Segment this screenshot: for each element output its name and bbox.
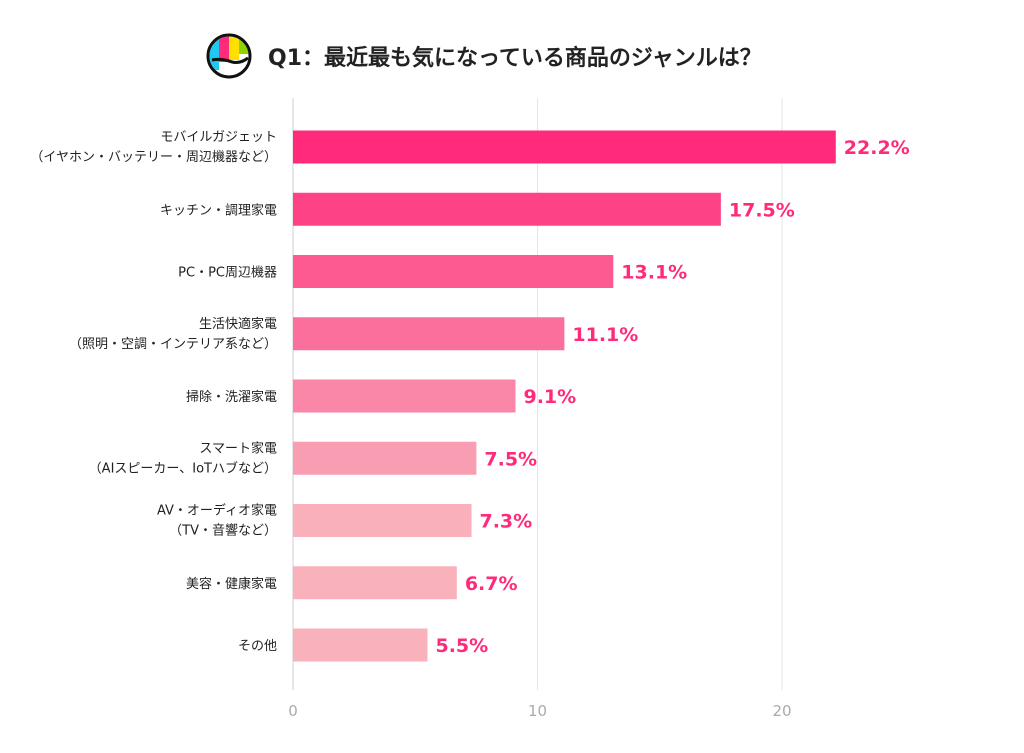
category-label: PC・PC周辺機器 — [178, 266, 277, 281]
category-label: その他 — [238, 639, 277, 654]
bar — [293, 441, 477, 475]
data-label: 7.5% — [484, 448, 537, 470]
logo-stripe — [209, 36, 219, 70]
bar — [293, 628, 428, 662]
x-tick-label: 20 — [772, 702, 791, 720]
bar — [293, 379, 516, 413]
category-label: （TV・音響など） — [169, 523, 277, 539]
data-label: 13.1% — [621, 262, 687, 284]
data-label: 5.5% — [435, 635, 488, 657]
bar — [293, 130, 836, 164]
bar — [293, 317, 565, 351]
bar — [293, 504, 472, 537]
category-label: モバイルガジェット — [160, 130, 277, 145]
category-label: （照明・空調・インテリア系など） — [69, 337, 277, 352]
category-label: （イヤホン・バッテリー・周辺機器など） — [30, 150, 277, 165]
bar — [293, 566, 457, 600]
category-label: 生活快適家電 — [199, 316, 277, 332]
category-label: スマート家電 — [199, 440, 277, 456]
bar — [293, 192, 721, 226]
x-tick-label: 10 — [528, 702, 547, 720]
logo-stripe — [219, 36, 229, 62]
category-label: 掃除・洗濯家電 — [186, 389, 277, 405]
category-label: AV・オーディオ家電 — [157, 503, 277, 519]
data-label: 11.1% — [572, 324, 638, 346]
bar — [293, 255, 614, 288]
data-label: 22.2% — [844, 137, 910, 159]
logo-stripe — [239, 36, 249, 54]
category-label: 美容・健康家電 — [186, 576, 277, 592]
data-label: 6.7% — [465, 573, 518, 595]
data-label: 17.5% — [729, 199, 795, 221]
chart-title: Q1：最近最も気になっている商品のジャンルは？ — [268, 45, 762, 71]
data-label: 9.1% — [523, 386, 576, 408]
category-label: （AIスピーカー、IoTハブなど） — [89, 460, 277, 476]
data-label: 7.3% — [479, 511, 532, 533]
category-label: キッチン・調理家電 — [160, 202, 277, 218]
logo-stripe — [229, 36, 239, 60]
chart-logo — [206, 33, 252, 79]
x-tick-label: 0 — [288, 702, 298, 720]
